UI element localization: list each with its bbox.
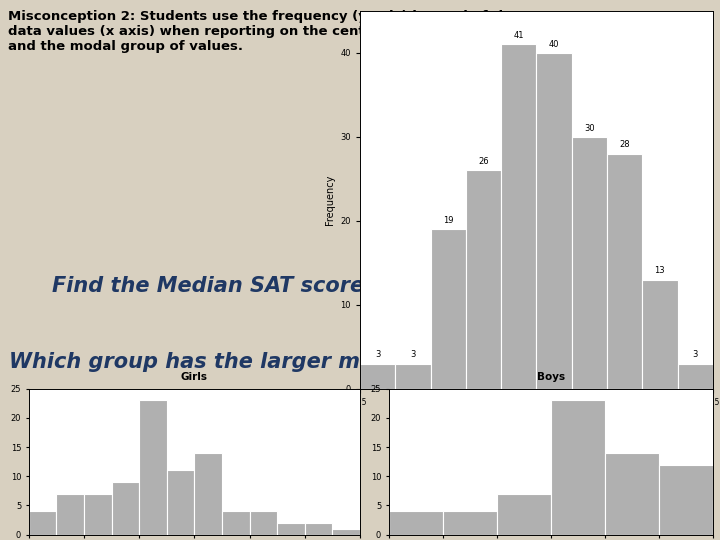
Title: Girls: Girls <box>181 373 208 382</box>
Bar <box>572 137 607 389</box>
Bar <box>167 470 194 535</box>
Bar <box>536 53 572 389</box>
Bar <box>84 494 112 535</box>
Bar <box>29 511 56 535</box>
Y-axis label: Frequency: Frequency <box>325 174 335 225</box>
Bar <box>222 511 250 535</box>
Bar <box>713 500 720 535</box>
Bar <box>497 494 551 535</box>
Bar <box>395 363 431 389</box>
Bar <box>466 171 501 389</box>
Text: 3: 3 <box>410 350 415 360</box>
Text: Find the Median SAT score.: Find the Median SAT score. <box>53 276 372 296</box>
Bar <box>389 511 443 535</box>
Text: 41: 41 <box>513 31 524 40</box>
Bar <box>431 229 466 389</box>
Text: 28: 28 <box>619 140 630 150</box>
Bar <box>112 482 139 535</box>
Bar <box>443 511 497 535</box>
Bar <box>139 401 167 535</box>
Bar <box>501 44 536 389</box>
Bar <box>333 529 360 535</box>
Bar <box>305 523 333 535</box>
Text: 3: 3 <box>693 350 698 360</box>
Bar <box>194 453 222 535</box>
Bar <box>250 511 277 535</box>
Text: 3: 3 <box>375 350 380 360</box>
Bar <box>605 453 659 535</box>
Bar <box>678 363 713 389</box>
Bar <box>56 494 84 535</box>
Bar <box>277 523 305 535</box>
Title: Boys: Boys <box>536 373 565 382</box>
Bar <box>607 153 642 389</box>
Text: 13: 13 <box>654 266 665 275</box>
Text: 19: 19 <box>443 216 454 225</box>
Bar <box>551 401 605 535</box>
Text: Misconception 2: Students use the frequency (y axis) instead of the
data values : Misconception 2: Students use the freque… <box>8 10 522 53</box>
Text: 40: 40 <box>549 39 559 49</box>
Text: Which group has the larger mode?: Which group has the larger mode? <box>9 352 415 372</box>
Bar <box>642 280 678 389</box>
Bar <box>360 363 395 389</box>
Bar <box>659 464 713 535</box>
Text: 30: 30 <box>584 124 595 133</box>
Text: 26: 26 <box>478 157 489 166</box>
X-axis label: SAT-Verbal: SAT-Verbal <box>511 413 562 422</box>
